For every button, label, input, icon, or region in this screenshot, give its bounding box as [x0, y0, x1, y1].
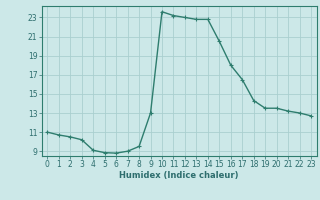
- X-axis label: Humidex (Indice chaleur): Humidex (Indice chaleur): [119, 171, 239, 180]
